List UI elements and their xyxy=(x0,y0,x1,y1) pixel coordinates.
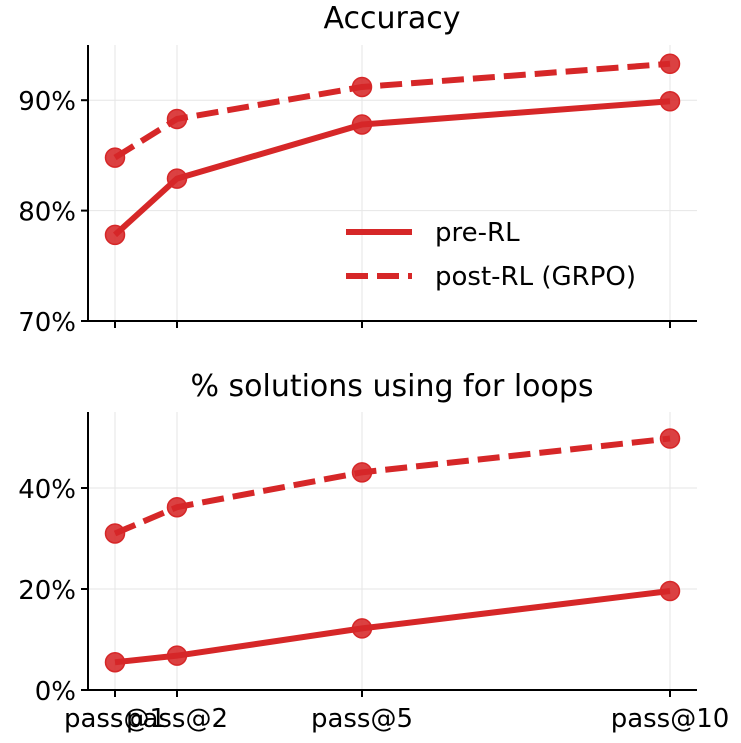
y-tick-label: 70% xyxy=(18,308,76,338)
legend-label: post-RL (GRPO) xyxy=(435,262,636,292)
data-point xyxy=(659,428,681,449)
panel-title: Accuracy xyxy=(324,1,461,36)
panel-2: % solutions using for loops 0% 20% 40% pass@… xyxy=(18,369,729,734)
data-point xyxy=(104,224,126,246)
y-tick-label: 80% xyxy=(18,198,76,228)
series-line-pre-rl xyxy=(112,98,671,238)
data-point xyxy=(166,168,188,189)
data-point xyxy=(351,76,373,98)
y-tick-label: 20% xyxy=(18,576,76,606)
data-point xyxy=(166,108,188,130)
data-point xyxy=(104,651,126,673)
legend-label: pre-RL xyxy=(435,218,520,248)
data-point xyxy=(166,496,188,518)
panel-title: % solutions using for loops xyxy=(190,369,593,404)
data-point xyxy=(351,462,373,483)
data-point xyxy=(166,645,188,666)
data-point xyxy=(351,114,373,135)
data-point xyxy=(659,53,681,75)
y-tick-label: 90% xyxy=(18,87,76,117)
panel-1: Accuracy 70% 80% 90% xyxy=(18,1,697,338)
series-line-post-rl xyxy=(113,60,671,161)
x-tick-label: pass@2 xyxy=(126,704,228,734)
data-point xyxy=(659,91,681,112)
series-line-pre-rl xyxy=(114,588,671,666)
data-point xyxy=(104,147,126,168)
series-line-post-rl xyxy=(113,435,671,537)
x-tick-label: pass@5 xyxy=(311,704,413,734)
y-tick-label: 40% xyxy=(18,475,76,505)
x-tick-label: pass@1 xyxy=(64,704,166,734)
x-tick-label: pass@10 xyxy=(611,704,730,734)
data-point xyxy=(104,523,126,544)
legend: pre-RL post-RL (GRPO) xyxy=(346,218,636,292)
data-point xyxy=(351,618,373,639)
data-point xyxy=(659,580,681,602)
y-tick-label: 0% xyxy=(35,677,76,707)
